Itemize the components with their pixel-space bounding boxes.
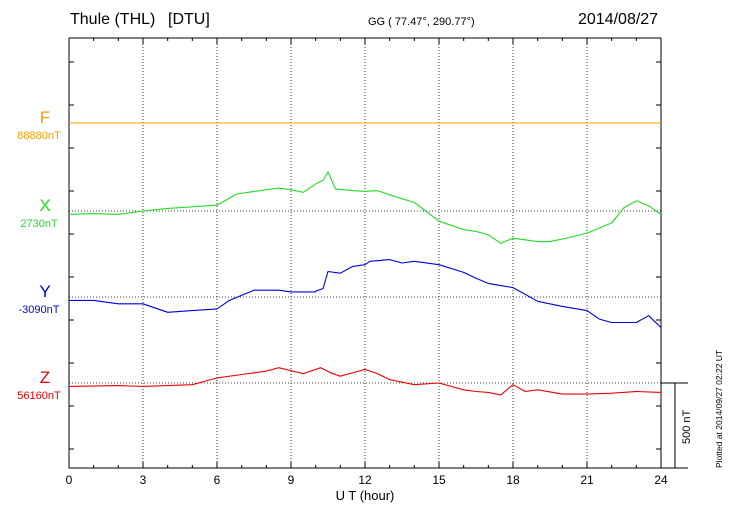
plot-date: 2014/08/27 [578,11,659,28]
x-tick-label: 9 [288,473,295,487]
component-label-x: X [39,196,51,215]
baseline-label-x: 2730nT [20,218,58,230]
baseline-label-z: 56160nT [17,390,61,402]
x-tick-label: 15 [432,473,446,487]
component-label-f: F [39,108,51,127]
data-source: [DTU] [168,11,210,28]
x-tick-label: 21 [580,473,594,487]
x-tick-label: 3 [140,473,147,487]
x-tick-label: 12 [358,473,372,487]
baseline-label-y: -3090nT [18,304,60,316]
x-tick-label: 6 [214,473,221,487]
x-tick-label: 24 [654,473,668,487]
component-label-y: Y [39,282,51,301]
series-line-x [68,171,662,244]
component-label-z: Z [39,368,51,387]
plot-frame [68,37,662,469]
x-axis-title: U T (hour) [336,488,395,503]
plotted-timestamp: Plotted at 2014/09/27 02:22 UT [714,349,724,468]
station-title: Thule (THL) [70,11,156,28]
series-line-y [69,259,662,328]
x-tick-label: 18 [506,473,520,487]
scale-bar-label: 500 nT [681,409,693,444]
x-tick-label: 0 [66,473,73,487]
station-coordinates: GG ( 77.47°, 290.77°) [368,16,475,28]
series-line-z [68,367,662,396]
baseline-label-f: 88880nT [17,130,61,142]
